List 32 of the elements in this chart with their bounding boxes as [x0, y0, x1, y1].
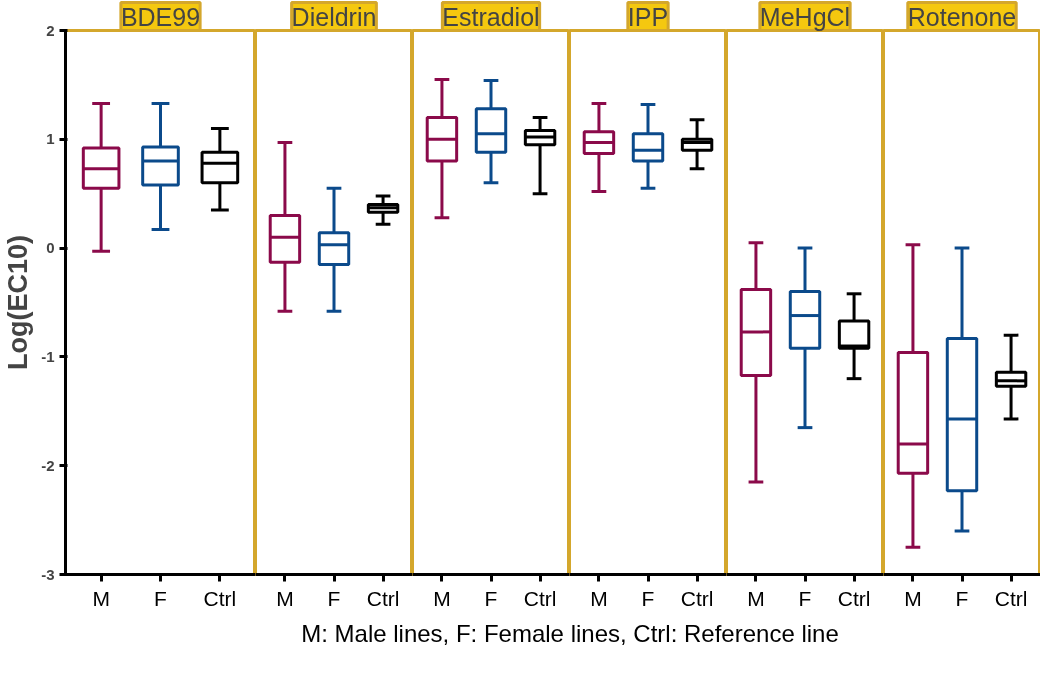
x-tick-label: F	[484, 586, 498, 610]
chart-title: Rotenone	[907, 2, 1017, 31]
x-tick-label: M	[92, 586, 110, 610]
y-tick-label: 0	[46, 239, 55, 257]
x-tick-label: M	[276, 586, 294, 610]
x-tick-label: M	[904, 586, 922, 610]
x-tick-label: M	[590, 586, 608, 610]
x-tick-label: F	[641, 586, 655, 610]
x-tick-label: F	[798, 586, 812, 610]
y-tick-label: -3	[41, 565, 55, 583]
y-tick-label: -2	[41, 456, 55, 474]
x-tick-label: F	[154, 586, 167, 610]
x-tick-label: M	[747, 586, 765, 610]
chart-title: Estradiol	[442, 2, 540, 31]
x-tick-label: M	[433, 586, 451, 610]
x-tick-label: Ctrl	[994, 586, 1028, 610]
y-tick-label: 2	[46, 21, 55, 39]
chart-title: BDE99	[120, 2, 201, 31]
text: M: Male lines, F: Female lines, Ctrl: Reference line	[301, 619, 839, 649]
y-tick-label: -1	[41, 347, 55, 365]
x-tick-label: F	[327, 586, 341, 610]
y-tick-label: 1	[46, 130, 55, 148]
x-tick-label: Ctrl	[203, 586, 237, 610]
chart-title: Dieldrin	[291, 2, 377, 31]
x-tick-label: Ctrl	[680, 586, 714, 610]
y-axis-title: Log(EC10)	[3, 235, 34, 370]
x-tick-label: Ctrl	[837, 586, 871, 610]
x-tick-label: Ctrl	[366, 586, 400, 610]
x-tick-label: F	[955, 586, 969, 610]
chart-title: MeHgCl	[759, 2, 851, 31]
x-tick-label: Ctrl	[523, 586, 557, 610]
chart-title: IPP	[627, 2, 669, 31]
